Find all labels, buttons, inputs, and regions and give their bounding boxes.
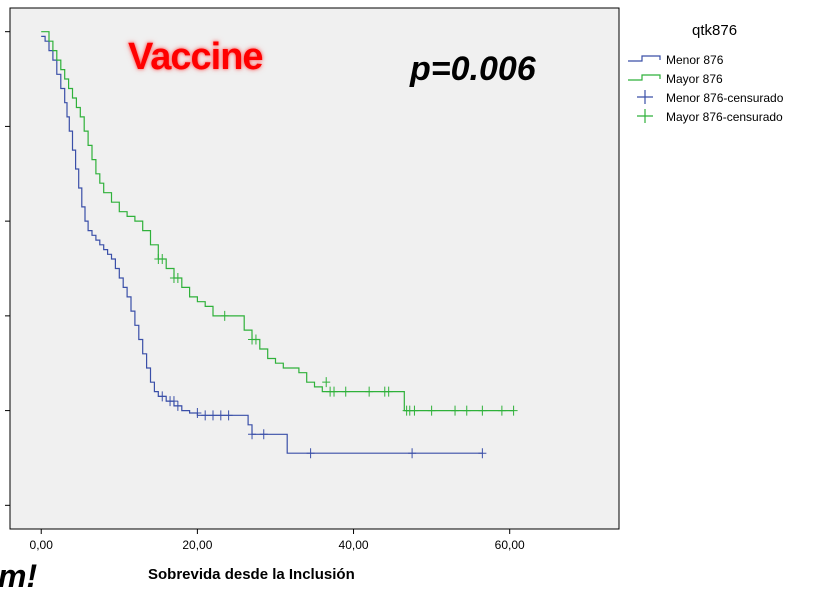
censor-mark-0 [158, 391, 167, 402]
censor-mark-0 [216, 410, 225, 421]
legend-line-swatch [628, 55, 661, 62]
series-line-0 [41, 35, 483, 454]
censor-mark-0 [306, 448, 315, 459]
x-tick-label: 60,00 [495, 538, 525, 552]
censor-mark-0 [478, 448, 487, 459]
censor-mark-1 [427, 405, 436, 416]
series-lines [41, 31, 514, 454]
x-tick-label: 40,00 [339, 538, 369, 552]
y-ticks [5, 31, 10, 506]
x-tick-label: 20,00 [182, 538, 212, 552]
censor-mark-1 [322, 377, 331, 388]
cut-off-caption: m! [0, 558, 38, 594]
legend-swatches [628, 55, 661, 123]
censor-mark-1 [462, 405, 471, 416]
censor-mark-1 [410, 405, 419, 416]
censor-mark-1 [478, 405, 487, 416]
censor-marks [154, 254, 518, 459]
censor-mark-1 [341, 386, 350, 397]
vaccine-title: Vaccine [128, 36, 264, 78]
legend-item-mayor-censurado: Mayor 876-censurado [666, 110, 783, 124]
x-ticks: 0,00 20,00 40,00 60,00 [30, 529, 525, 552]
x-axis-label: Sobrevida desde la Inclusión [148, 566, 355, 583]
legend-line-swatch [628, 74, 661, 81]
censor-mark-1 [451, 405, 460, 416]
censor-mark-0 [248, 429, 257, 440]
legend-item-menor-censurado: Menor 876-censurado [666, 91, 784, 105]
censor-mark-0 [201, 410, 210, 421]
censor-mark-0 [259, 429, 268, 440]
plot-area [9, 7, 620, 530]
censor-mark-1 [220, 310, 229, 321]
censor-mark-0 [408, 448, 417, 459]
censor-mark-1 [251, 334, 260, 345]
legend-item-mayor: Mayor 876 [666, 72, 723, 86]
censor-mark-0 [173, 400, 182, 411]
censor-mark-1 [158, 254, 167, 265]
legend-title: qtk876 [692, 22, 738, 39]
censor-mark-0 [169, 396, 178, 407]
censor-mark-1 [509, 405, 518, 416]
x-tick-label: 0,00 [30, 538, 54, 552]
censor-mark-0 [209, 410, 217, 421]
legend-item-menor: Menor 876 [666, 53, 724, 67]
p-value-label: p=0.006 [410, 50, 536, 88]
legend-cross-swatch [637, 109, 653, 123]
censor-mark-1 [173, 272, 182, 283]
censor-mark-0 [224, 410, 233, 421]
censor-mark-0 [193, 407, 202, 418]
censor-mark-1 [330, 386, 339, 397]
series-line-1 [41, 31, 514, 412]
censor-mark-1 [384, 386, 393, 397]
legend-cross-swatch [637, 90, 653, 104]
censor-mark-1 [365, 386, 374, 397]
censor-mark-1 [497, 405, 506, 416]
